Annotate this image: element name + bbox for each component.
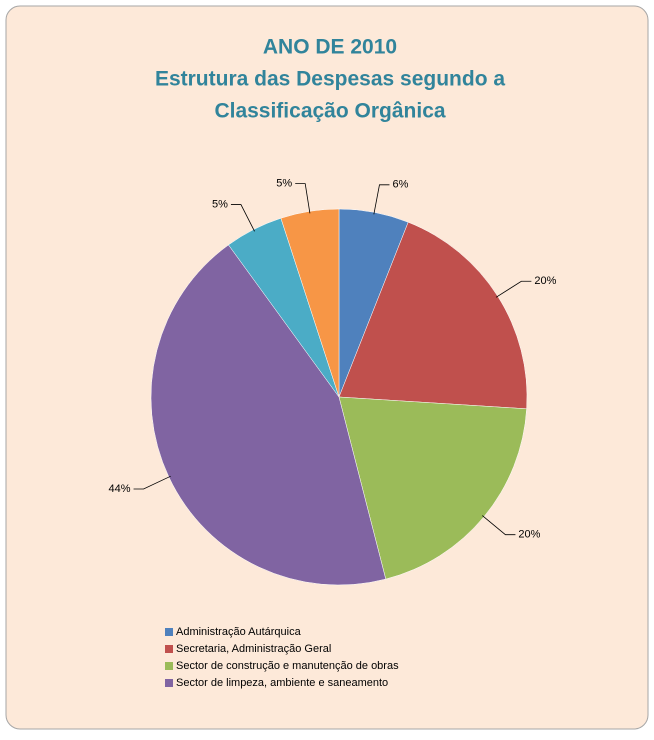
data-label: 6% — [392, 179, 408, 191]
data-label: 5% — [276, 178, 292, 190]
legend-label: Administração Autárquica — [176, 626, 302, 638]
leader-line — [230, 204, 255, 232]
legend-label: Secretaria, Administração Geral — [176, 643, 331, 655]
data-label: 20% — [518, 529, 540, 541]
leader-line — [295, 183, 311, 214]
chart-subtitle: Classificação Orgânica — [214, 100, 445, 123]
leader-line — [482, 515, 516, 536]
leader-line — [495, 280, 532, 298]
legend-swatch — [165, 679, 173, 687]
legend-label: Sector de construção e manutenção de obr… — [176, 660, 399, 672]
legend-swatch — [165, 628, 173, 636]
data-label: 5% — [212, 198, 228, 210]
legend-label: Sector de limpeza, ambiente e saneamento — [176, 677, 388, 689]
chart-title: ANO DE 2010 — [263, 36, 397, 59]
data-label: 20% — [534, 275, 556, 287]
leader-line — [373, 184, 390, 215]
legend-swatch — [165, 645, 173, 653]
leader-line — [133, 475, 171, 490]
data-label: 44% — [109, 483, 131, 495]
legend-swatch — [165, 662, 173, 670]
chart-subtitle: Estrutura das Despesas segundo a — [155, 68, 505, 91]
